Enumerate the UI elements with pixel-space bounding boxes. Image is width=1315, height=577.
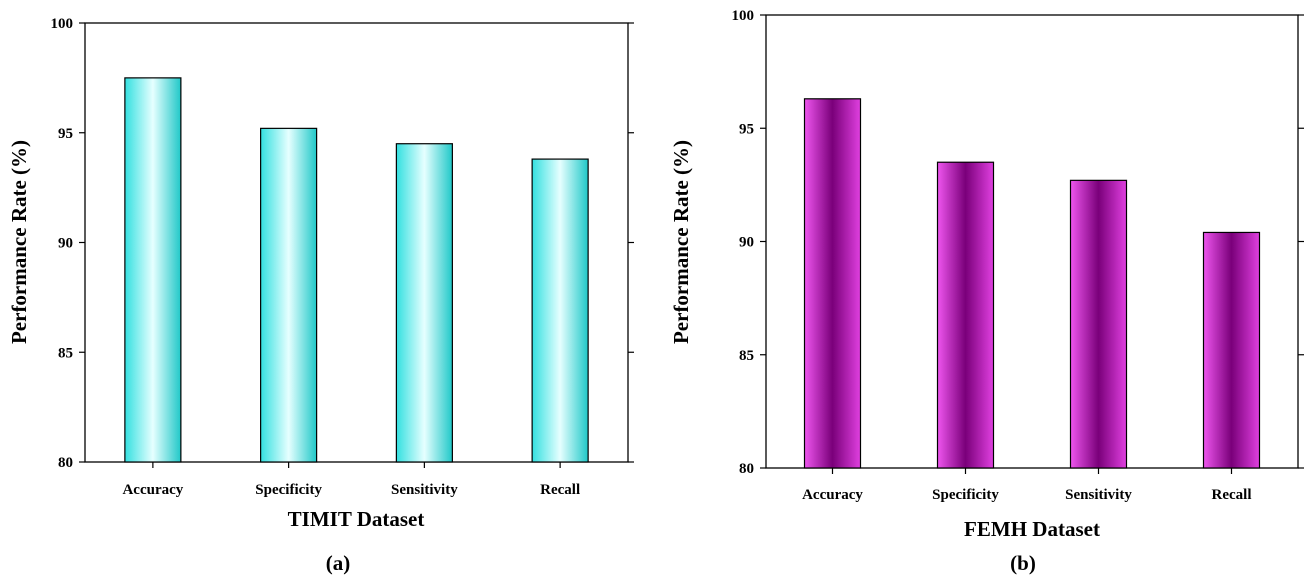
- x-tick-label-a-sensitivity: Sensitivity: [391, 482, 458, 498]
- x-axis-title-b: FEMH Dataset: [964, 517, 1100, 541]
- x-tick-label-a-accuracy: Accuracy: [122, 482, 183, 498]
- panel-label-a: (a): [326, 551, 351, 575]
- bar-a-recall: [531, 158, 589, 463]
- y-tick-label-b-2: 90: [739, 235, 754, 251]
- x-axis-title-a: TIMIT Dataset: [288, 507, 425, 531]
- x-tick-label-a-recall: Recall: [540, 482, 580, 498]
- bars-a: [124, 77, 589, 463]
- y-tick-label-b-1: 85: [739, 348, 754, 364]
- x-tick-label-b-recall: Recall: [1212, 487, 1252, 503]
- bar-b-sensitivity: [1069, 179, 1128, 469]
- y-axis-title-a: Performance Rate (%): [7, 140, 31, 344]
- x-tick-labels-b: Accuracy Specificity Sensitivity Recall: [802, 468, 1251, 503]
- chart-panel-b: 80 85 90 95 100 Accuracy Specificity Sensitivi…: [669, 8, 1304, 575]
- panel-label-b: (b): [1010, 551, 1036, 575]
- y-tick-label-b-3: 95: [739, 121, 754, 137]
- bar-b-accuracy: [803, 98, 862, 469]
- bar-a-specificity: [260, 127, 318, 463]
- x-tick-label-b-accuracy: Accuracy: [802, 487, 863, 503]
- x-tick-label-b-sensitivity: Sensitivity: [1065, 487, 1132, 503]
- x-tick-label-a-specificity: Specificity: [255, 482, 322, 498]
- y-tick-label-a-1: 85: [58, 345, 73, 361]
- y-tick-label-a-3: 95: [58, 126, 73, 142]
- y-tick-label-b-4: 100: [732, 8, 755, 24]
- y-ticks-b: 80 85 90 95 100: [732, 8, 1304, 477]
- y-ticks-a: 80 85 90 95 100: [51, 16, 634, 471]
- y-tick-label-a-4: 100: [51, 16, 74, 32]
- x-tick-labels-a: Accuracy Specificity Sensitivity Recall: [122, 462, 580, 498]
- bar-a-sensitivity: [395, 143, 453, 463]
- y-tick-label-b-0: 80: [739, 461, 754, 477]
- y-axis-title-b: Performance Rate (%): [669, 140, 693, 344]
- chart-panel-a: 80 85 90 95 100 Accuracy Specificity Sensitivi…: [7, 16, 634, 575]
- y-tick-label-a-2: 90: [58, 236, 73, 252]
- bar-b-specificity: [936, 161, 995, 469]
- y-tick-label-a-0: 80: [58, 455, 73, 471]
- bars-b: [803, 98, 1261, 469]
- x-tick-label-b-specificity: Specificity: [932, 487, 999, 503]
- bar-a-accuracy: [124, 77, 182, 463]
- bar-b-recall: [1202, 231, 1261, 469]
